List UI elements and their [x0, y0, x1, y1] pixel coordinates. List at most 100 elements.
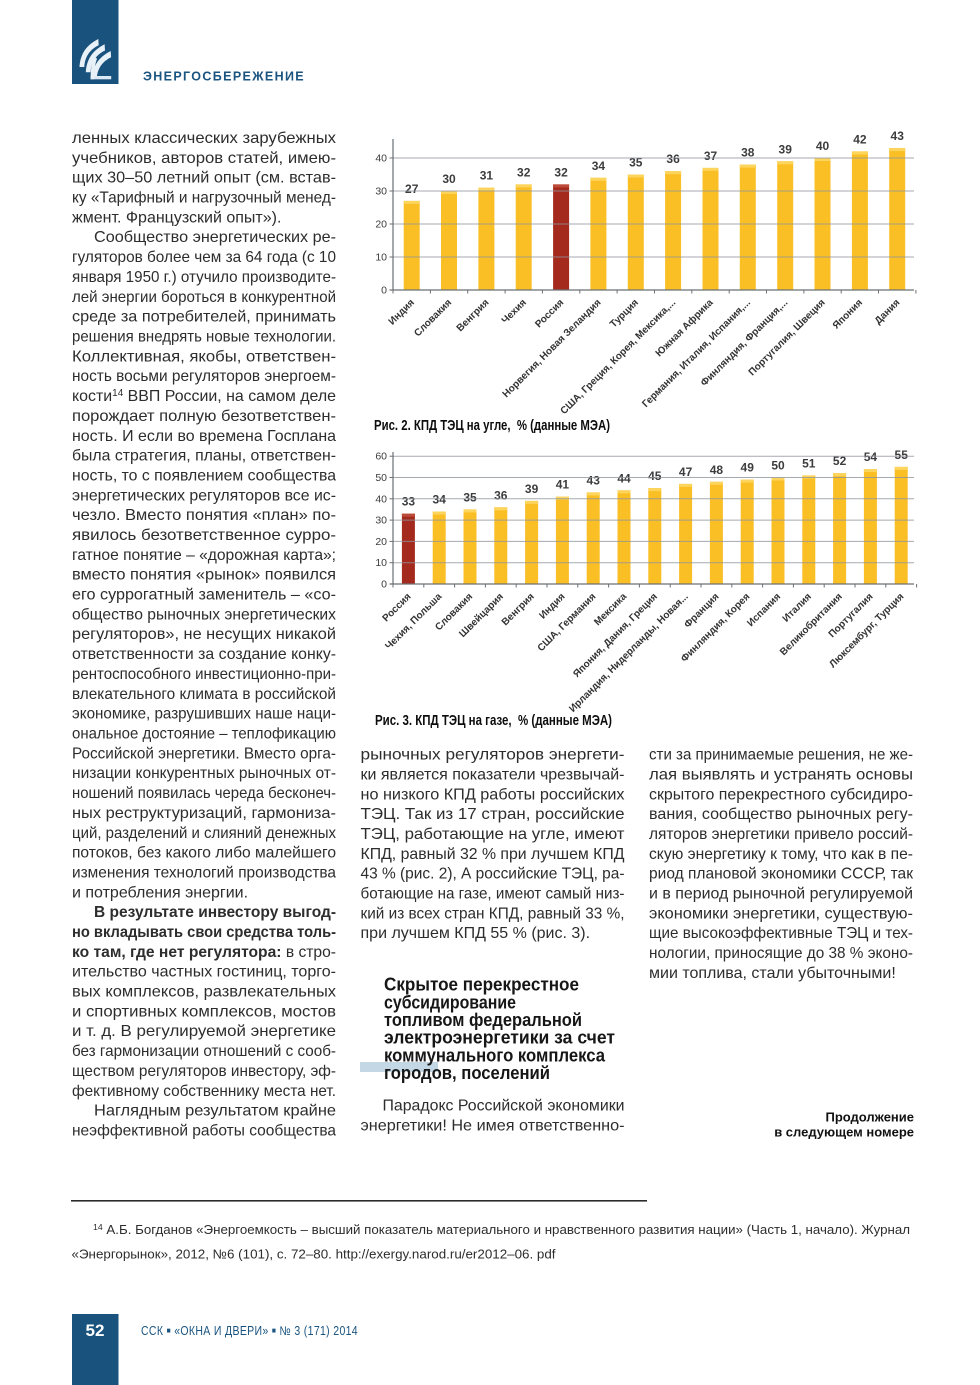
- svg-text:Индия: Индия: [537, 591, 567, 621]
- svg-text:его суррогатный заменитель – «: его суррогатный заменитель – «со-: [72, 587, 336, 604]
- svg-text:38: 38: [741, 146, 755, 160]
- svg-text:20: 20: [375, 536, 387, 548]
- svg-text:регуляторов», не несущих никак: регуляторов», не несущих никакой: [72, 626, 336, 643]
- svg-text:37: 37: [704, 149, 718, 163]
- svg-text:ки является показатели чрезвыч: ки является показатели чрезвычай-: [361, 767, 625, 784]
- svg-text:45: 45: [648, 469, 662, 483]
- svg-text:скую энергетику к тому, что ка: скую энергетику к тому, что как в пе-: [649, 846, 913, 863]
- svg-text:60: 60: [375, 451, 387, 463]
- svg-text:10: 10: [375, 557, 387, 569]
- svg-text:Словакия: Словакия: [412, 297, 454, 339]
- svg-text:риод плановой экономики СССР,: риод плановой экономики СССР, так: [649, 866, 914, 883]
- svg-text:лая выявлять и устранять основ: лая выявлять и устранять основы: [649, 767, 913, 784]
- svg-text:изменения технологий производс: изменения технологий производства: [72, 865, 336, 882]
- svg-text:В результате инвестору выгод-: В результате инвестору выгод-: [94, 904, 336, 921]
- svg-text:в следующем номере: в следующем номере: [774, 1125, 914, 1140]
- svg-text:35: 35: [629, 156, 643, 170]
- svg-text:субсидирование: субсидирование: [384, 991, 516, 1012]
- svg-text:ность. И если во времена Госпл: ность. И если во времена Госплана: [72, 428, 336, 445]
- svg-text:Рис. 3. КПД ТЭЦ на газе, % (д: Рис. 3. КПД ТЭЦ на газе, % (данные МЭА): [375, 712, 612, 729]
- svg-text:30: 30: [375, 515, 387, 527]
- svg-text:экономики энергетики, существу: экономики энергетики, существую-: [649, 905, 913, 922]
- svg-text:низации конкурентных рыночных: низации конкурентных рыночных от-: [72, 765, 336, 782]
- svg-text:при лучшем КПД 55 % (рис. 3).: при лучшем КПД 55 % (рис. 3).: [361, 925, 591, 942]
- svg-text:учебников, авторов статей, име: учебников, авторов статей, имею-: [72, 150, 336, 167]
- svg-text:49: 49: [741, 461, 755, 475]
- svg-text:40: 40: [816, 139, 830, 153]
- svg-text:Парадокс Российской экономики: Парадокс Российской экономики: [383, 1098, 625, 1115]
- svg-text:и т. д. В регулируемой энергет: и т. д. В регулируемой энергетике: [72, 1023, 336, 1040]
- svg-text:52: 52: [833, 454, 847, 468]
- svg-text:неэффективной работы сообществ: неэффективной работы сообщества: [72, 1123, 336, 1140]
- svg-text:Скрытое перекрестное: Скрытое перекрестное: [384, 974, 579, 995]
- svg-text:41: 41: [556, 478, 570, 492]
- svg-text:ность, то с появлением сообщес: ность, то с появлением сообщества: [72, 468, 336, 485]
- svg-text:34: 34: [433, 493, 447, 507]
- svg-text:КПД, равный 32 % при лучшем КП: КПД, равный 32 % при лучшем КПД: [361, 846, 625, 863]
- svg-text:энергетических регуляторов все: энергетических регуляторов все ис-: [72, 487, 336, 504]
- svg-text:55: 55: [895, 448, 909, 462]
- svg-text:вых комплексов, развлекательны: вых комплексов, развлекательных: [72, 984, 336, 1001]
- svg-text:сти за принимаемые решения, не: сти за принимаемые решения, не же-: [649, 747, 913, 764]
- svg-text:ТЭЦ, работающие на угле, имеют: ТЭЦ, работающие на угле, имеют: [361, 826, 626, 843]
- svg-text:30: 30: [442, 172, 456, 186]
- svg-text:10: 10: [375, 252, 387, 264]
- svg-text:Португалия, Швеция: Португалия, Швеция: [747, 297, 828, 378]
- svg-text:Дания: Дания: [873, 297, 903, 327]
- svg-text:ных реструктуризаций, гармониз: ных реструктуризаций, гармониза-: [72, 805, 336, 822]
- svg-text:51: 51: [802, 456, 816, 470]
- svg-text:Россия: Россия: [533, 297, 566, 330]
- svg-text:20: 20: [375, 219, 387, 231]
- svg-text:января 1950 г.) отучило произв: января 1950 г.) отучило производите-: [72, 269, 336, 286]
- svg-text:32: 32: [554, 165, 568, 179]
- svg-text:50: 50: [771, 459, 785, 473]
- svg-text:и спортивных комплексов, мосто: и спортивных комплексов, мостов: [72, 1003, 336, 1020]
- svg-text:36: 36: [666, 152, 680, 166]
- svg-text:кости14 ВВП России, на самом д: кости14 ВВП России, на самом деле: [72, 388, 336, 405]
- svg-text:Чехия: Чехия: [500, 297, 529, 326]
- svg-text:жмент. Французский опыт»).: жмент. Французский опыт»).: [72, 209, 281, 226]
- svg-text:0: 0: [381, 285, 387, 297]
- svg-text:Чехия, Польша: Чехия, Польша: [384, 591, 445, 652]
- svg-text:общество рыночных энергетическ: общество рыночных энергетических: [72, 606, 336, 623]
- svg-text:нологии, приносящие до 38 % эк: нологии, приносящие до 38 % эконо-: [649, 945, 913, 962]
- svg-text:электроэнергетики за счет: электроэнергетики за счет: [384, 1027, 615, 1048]
- svg-text:лей энергии бороться в конкуре: лей энергии бороться в конкурентной: [72, 289, 336, 306]
- svg-text:городов, поселений: городов, поселений: [384, 1062, 550, 1083]
- svg-text:среде за потребителей, принима: среде за потребителей, принимать: [72, 309, 336, 326]
- svg-text:мии топлива, стали убыточными!: мии топлива, стали убыточными!: [649, 965, 896, 982]
- svg-text:решения внедрять новые техноло: решения внедрять новые технологии.: [72, 329, 336, 346]
- svg-text:коммунального комплекса: коммунального комплекса: [384, 1044, 606, 1065]
- svg-text:14 А.Б. Богданов «Энергоемкост: 14 А.Б. Богданов «Энергоемкость – высший…: [93, 1222, 910, 1237]
- svg-text:52: 52: [86, 1321, 105, 1340]
- svg-text:30: 30: [375, 186, 387, 198]
- svg-text:рыночных регуляторов энергети-: рыночных регуляторов энергети-: [361, 747, 625, 764]
- svg-text:потоков, без какого либо малей: потоков, без какого либо малейшего: [72, 845, 336, 862]
- svg-text:42: 42: [853, 132, 867, 146]
- svg-text:Сообщество энергетических ре-: Сообщество энергетических ре-: [94, 229, 336, 246]
- svg-text:влекательного климата в россий: влекательного климата в российской: [72, 686, 336, 703]
- svg-text:ляторов энергетики привело рос: ляторов энергетики привело россий-: [649, 826, 913, 843]
- svg-text:40: 40: [375, 493, 387, 505]
- svg-text:ботающие на газе, имеют самый: ботающие на газе, имеют самый низ-: [361, 886, 625, 903]
- svg-text:39: 39: [779, 142, 793, 156]
- svg-text:ССК ■ «ОКНА И ДВЕРИ» ■ № 3 (17: ССК ■ «ОКНА И ДВЕРИ» ■ № 3 (171) 2014: [141, 1324, 358, 1338]
- svg-text:0: 0: [381, 579, 387, 591]
- svg-text:была стратегия, планы, ответст: была стратегия, планы, ответствен-: [72, 448, 336, 465]
- svg-text:47: 47: [679, 465, 693, 479]
- svg-text:щих 30–50 летний опыт (см. вст: щих 30–50 летний опыт (см. встав-: [72, 170, 336, 187]
- svg-text:33: 33: [402, 495, 416, 509]
- svg-text:кий из всех стран КПД, равный: кий из всех стран КПД, равный 33 %,: [361, 905, 625, 922]
- svg-text:44: 44: [617, 471, 631, 485]
- svg-text:54: 54: [864, 450, 878, 464]
- svg-text:ку «Тарифный и нагрузочный мен: ку «Тарифный и нагрузочный менед-: [72, 190, 336, 207]
- svg-text:но низкого КПД работы российск: но низкого КПД работы российских: [361, 786, 625, 803]
- svg-text:энергетики! Не имея ответствен: энергетики! Не имея ответственно-: [361, 1117, 625, 1134]
- svg-text:ответственности за создание ко: ответственности за создание конку-: [72, 646, 336, 663]
- svg-text:рентоспособного инвестиционно-: рентоспособного инвестиционно-при-: [72, 666, 336, 683]
- svg-text:вместо понятия «рынок» появилс: вместо понятия «рынок» появился: [72, 567, 336, 584]
- svg-text:Венгрия: Венгрия: [455, 297, 492, 334]
- svg-text:ональное достояние – теплофика: ональное достояние – теплофикацию: [72, 726, 336, 743]
- svg-text:вания, сообщество рыночных рег: вания, сообщество рыночных регу-: [649, 806, 913, 823]
- svg-text:Рис. 2. КПД ТЭЦ на угле, % (д: Рис. 2. КПД ТЭЦ на угле, % (данные МЭА): [374, 417, 610, 434]
